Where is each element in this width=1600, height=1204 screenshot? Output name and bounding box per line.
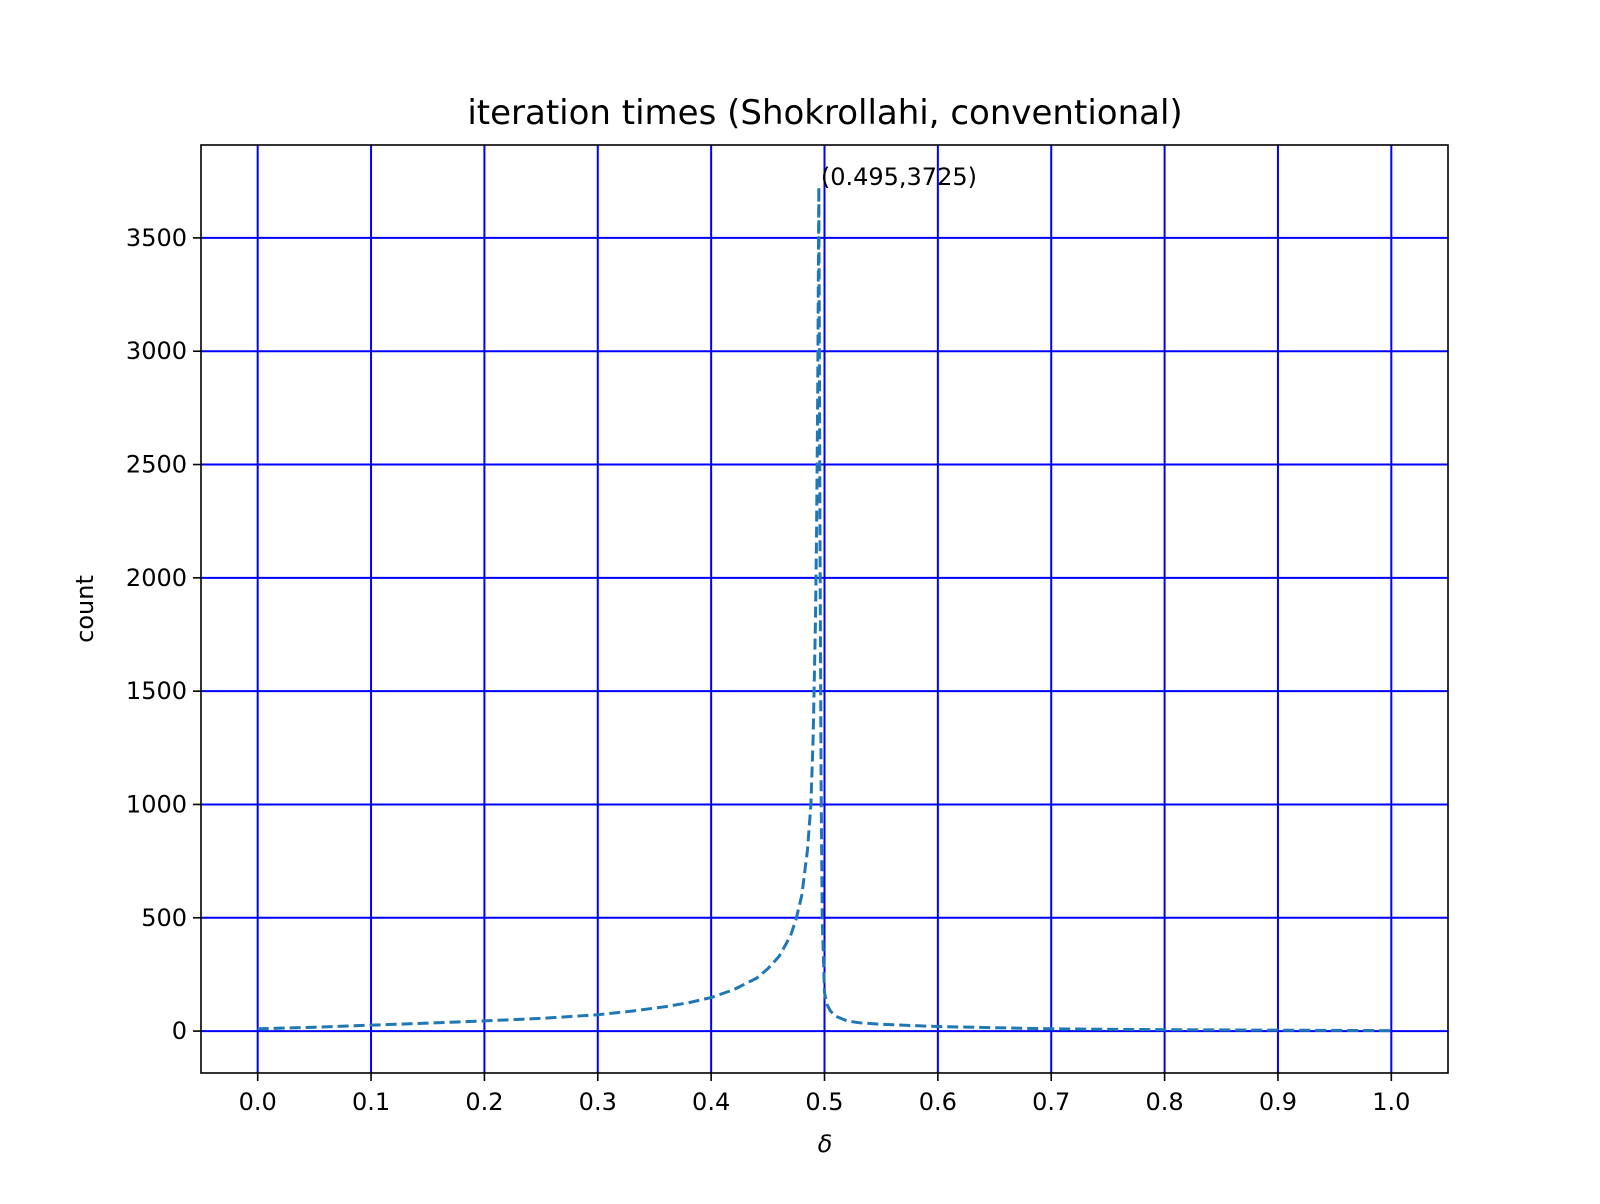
y-axis-label: count <box>71 575 99 643</box>
x-tick-label: 0.1 <box>352 1088 390 1116</box>
y-tick-label: 500 <box>141 904 187 932</box>
y-tick-label: 3500 <box>126 224 187 252</box>
grid-lines <box>201 145 1448 1073</box>
x-tick-label: 0.2 <box>465 1088 503 1116</box>
x-axis-label: δ <box>818 1130 833 1158</box>
x-tick-label: 0.8 <box>1146 1088 1184 1116</box>
x-tick-label: 0.6 <box>919 1088 957 1116</box>
annotations: (0.495,3725) <box>821 163 977 191</box>
y-tick-label: 0 <box>172 1017 187 1045</box>
plot-series <box>257 185 1392 1033</box>
axis-ticks: 0.0 0.1 0.2 0.3 0.4 0.5 0.6 0.7 0.8 0.9 1.0 0 500 100… <box>126 224 1410 1116</box>
x-tick-label: 0.7 <box>1032 1088 1070 1116</box>
peak-annotation: (0.495,3725) <box>821 163 977 191</box>
x-tick-label: 0.4 <box>692 1088 730 1116</box>
y-tick-label: 2000 <box>126 564 187 592</box>
x-tick-label: 0.9 <box>1259 1088 1297 1116</box>
chart-title: iteration times (Shokrollahi, convention… <box>467 93 1182 133</box>
y-tick-label: 2500 <box>126 451 187 479</box>
series-line <box>257 185 1392 1033</box>
x-tick-label: 0.3 <box>579 1088 617 1116</box>
y-tick-label: 3000 <box>126 337 187 365</box>
x-tick-label: 0.5 <box>805 1088 843 1116</box>
x-tick-label: 0.0 <box>239 1088 277 1116</box>
y-tick-label: 1000 <box>126 790 187 818</box>
x-tick-label: 1.0 <box>1372 1088 1410 1116</box>
y-tick-label: 1500 <box>126 677 187 705</box>
